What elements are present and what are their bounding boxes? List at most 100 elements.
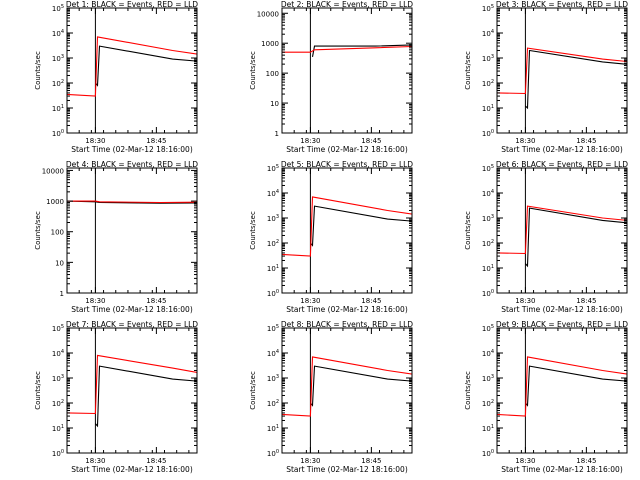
y-tick-base: 10 [267,290,276,298]
plot-frame [281,167,413,294]
y-tick-label: 101 [482,264,494,273]
y-tick-label: 1 [275,130,279,138]
y-tick-label: 100 [482,449,494,458]
y-tick-label: 102 [482,399,494,408]
y-tick-base: 10 [52,130,61,138]
events-series-line [67,200,197,204]
events-series-line [524,365,627,407]
lld-series-line [282,45,412,53]
y-axis-label: Counts/sec [34,371,42,410]
plot-frame [281,7,413,134]
y-tick-base: 10 [482,400,491,408]
y-tick-exponent: 0 [61,129,64,135]
y-tick-base: 10 [482,265,491,273]
lld-series-line [282,196,412,257]
chart-title: Det 9: BLACK = Events, RED = LLD [496,320,628,329]
y-tick-label: 103 [267,374,279,383]
y-axis-label: Counts/sec [249,51,257,90]
y-tick-exponent: 5 [491,324,494,330]
y-tick-exponent: 0 [276,449,279,455]
x-tick-label: 18:30 [300,137,320,145]
y-axis-label: Counts/sec [464,371,472,410]
y-tick-base: 10 [52,80,61,88]
y-tick-exponent: 4 [61,29,64,35]
y-tick-exponent: 1 [491,104,494,110]
chart-title: Det 3: BLACK = Events, RED = LLD [496,0,628,9]
y-tick-exponent: 3 [276,374,279,380]
plot-frame [66,327,198,454]
x-tick-label: 18:30 [300,297,320,305]
x-axis-label: Start Time (02-Mar-12 18:16:00) [286,465,408,474]
x-axis-label: Start Time (02-Mar-12 18:16:00) [71,465,193,474]
x-tick-label: 18:45 [361,457,381,465]
y-tick-exponent: 2 [276,399,279,405]
y-tick-label: 103 [482,54,494,63]
y-tick-label: 100 [52,129,64,138]
y-tick-exponent: 3 [276,214,279,220]
y-tick-label: 100 [52,449,64,458]
y-tick-exponent: 4 [276,349,279,355]
y-tick-exponent: 4 [276,189,279,195]
y-tick-base: 10 [267,165,276,173]
y-tick-label: 103 [267,214,279,223]
x-axis-label: Start Time (02-Mar-12 18:16:00) [501,305,623,314]
y-tick-base: 10 [52,400,61,408]
lld-series-line [67,200,197,204]
y-tick-label: 105 [482,164,494,173]
y-tick-base: 10 [52,425,61,433]
y-tick-exponent: 3 [491,374,494,380]
y-tick-label: 100 [266,70,279,78]
plot-frame [496,327,628,454]
x-tick-label: 18:30 [515,137,535,145]
y-axis-label: Counts/sec [249,211,257,250]
plot-frame [496,7,628,134]
x-axis-label: Start Time (02-Mar-12 18:16:00) [501,465,623,474]
chart-title: Det 2: BLACK = Events, RED = LLD [281,0,413,9]
chart-title: Det 4: BLACK = Events, RED = LLD [66,160,198,169]
y-tick-base: 10 [267,265,276,273]
y-tick-base: 10 [267,375,276,383]
chart-title: Det 5: BLACK = Events, RED = LLD [281,160,413,169]
y-tick-label: 101 [267,424,279,433]
y-tick-exponent: 0 [491,449,494,455]
y-tick-exponent: 1 [491,424,494,430]
y-tick-label: 104 [52,349,64,358]
x-tick-label: 18:30 [515,297,535,305]
y-tick-label: 101 [482,424,494,433]
y-tick-base: 10 [482,190,491,198]
y-tick-exponent: 3 [61,54,64,60]
x-tick-label: 18:45 [146,137,166,145]
y-tick-base: 10 [482,80,491,88]
y-axis-label: Counts/sec [464,211,472,250]
events-series-line [524,207,627,268]
y-tick-label: 102 [52,79,64,88]
y-tick-exponent: 1 [61,424,64,430]
y-tick-label: 101 [482,104,494,113]
y-tick-base: 10 [482,130,491,138]
detector-2-panel: 1 10 100 1000 10000 18:30 18:45 Det 2: BLACK = … [249,0,413,154]
y-tick-exponent: 0 [61,449,64,455]
y-tick-exponent: 4 [61,349,64,355]
y-tick-label: 103 [52,54,64,63]
y-tick-label: 105 [482,4,494,13]
y-tick-exponent: 2 [61,399,64,405]
y-tick-label: 10000 [257,10,279,18]
y-tick-exponent: 5 [491,4,494,10]
detector-4-panel: 1 10 100 1000 10000 18:30 18:45 Det 4: BLACK = … [34,160,198,314]
x-axis-label: Start Time (02-Mar-12 18:16:00) [286,145,408,154]
lld-series-line [497,205,627,255]
y-tick-exponent: 0 [491,129,494,135]
y-tick-base: 10 [482,215,491,223]
y-tick-label: 10000 [42,167,64,175]
y-tick-base: 10 [482,450,491,458]
y-tick-label: 10 [270,100,279,108]
lld-series-line [67,36,197,97]
y-tick-base: 10 [267,215,276,223]
y-tick-base: 10 [52,5,61,13]
plot-frame [66,167,198,294]
x-axis-label: Start Time (02-Mar-12 18:16:00) [71,305,193,314]
